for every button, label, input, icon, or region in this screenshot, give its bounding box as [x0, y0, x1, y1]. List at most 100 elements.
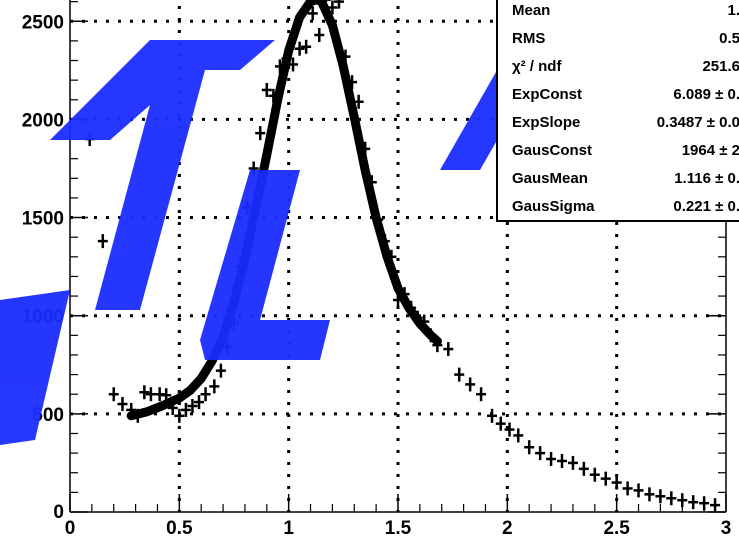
- data-point: [432, 338, 443, 353]
- stat-value: 0.221 ± 0.: [673, 198, 739, 215]
- data-point: [333, 0, 344, 9]
- data-point: [557, 453, 567, 468]
- stat-row: Mean 1.: [498, 0, 739, 26]
- stat-row: GausMean 1.116 ± 0.: [498, 166, 739, 194]
- stat-value: 251.6: [702, 58, 739, 75]
- data-point: [167, 400, 178, 415]
- data-point: [84, 132, 95, 147]
- data-point: [353, 94, 364, 109]
- data-point: [677, 493, 688, 508]
- stat-row: ExpSlope 0.3487 ± 0.0: [498, 110, 739, 138]
- data-point: [274, 59, 285, 74]
- data-point: [255, 126, 266, 141]
- stat-value: 1.: [727, 2, 739, 19]
- x-tick-label: 0: [65, 518, 76, 538]
- data-point: [465, 377, 476, 392]
- data-point: [373, 212, 384, 227]
- x-tick-label: 0.5: [166, 518, 193, 538]
- data-point: [644, 487, 655, 502]
- data-point: [117, 397, 128, 412]
- data-point: [699, 496, 710, 511]
- stat-name: GausMean: [512, 170, 588, 187]
- data-point: [393, 293, 403, 307]
- stat-name: GausConst: [512, 142, 593, 159]
- data-point: [600, 471, 611, 486]
- data-point: [535, 446, 546, 461]
- y-tick-label: 2000: [22, 110, 64, 131]
- x-tick-label: 2: [502, 518, 513, 538]
- data-point: [320, 0, 331, 7]
- stat-row: GausSigma 0.221 ± 0.: [498, 194, 739, 220]
- data-point: [180, 402, 191, 417]
- data-point: [476, 387, 487, 402]
- data-point: [139, 385, 150, 400]
- data-point: [161, 388, 172, 403]
- data-point: [710, 498, 721, 513]
- data-point: [589, 467, 600, 482]
- data-point: [97, 234, 108, 249]
- data-point: [314, 28, 325, 42]
- data-point: [399, 287, 410, 302]
- data-point: [132, 408, 143, 423]
- data-point: [688, 495, 699, 510]
- data-point: [194, 395, 205, 410]
- data-point: [360, 141, 371, 156]
- data-point: [578, 461, 589, 476]
- data-point: [215, 363, 226, 378]
- data-point: [145, 387, 156, 402]
- data-point: [126, 402, 137, 417]
- stat-row: χ² / ndf 251.6: [498, 54, 739, 82]
- stats-box: Mean 1. RMS 0.5 χ² / ndf 251.6 ExpConst 6.089 ±…: [496, 0, 739, 222]
- y-tick-label: 1500: [22, 209, 64, 230]
- data-point: [504, 422, 515, 437]
- data-point: [187, 399, 198, 413]
- data-point: [546, 452, 557, 466]
- data-point: [513, 428, 524, 443]
- data-point: [655, 489, 666, 504]
- data-point: [524, 440, 535, 455]
- stat-value: 0.5: [719, 30, 739, 47]
- data-point: [611, 475, 622, 490]
- stat-name: RMS: [512, 30, 546, 47]
- data-point: [174, 408, 185, 423]
- data-point: [406, 300, 417, 315]
- stat-row: ExpConst 6.089 ± 0.: [498, 82, 739, 110]
- data-point: [209, 379, 220, 394]
- data-point: [567, 455, 578, 470]
- data-point: [340, 49, 351, 64]
- stat-name: χ² / ndf: [512, 58, 562, 75]
- stat-name: GausSigma: [512, 198, 595, 215]
- data-point: [425, 328, 436, 343]
- data-point: [327, 0, 338, 15]
- data-point: [347, 75, 358, 90]
- data-point: [666, 491, 677, 506]
- fit-curve: [126, 0, 442, 421]
- data-point: [108, 387, 119, 402]
- stat-row: RMS 0.5: [498, 26, 739, 54]
- data-point: [495, 416, 506, 431]
- data-point: [281, 51, 292, 66]
- data-point: [248, 161, 259, 176]
- data-point: [412, 310, 423, 325]
- data-point: [443, 342, 454, 357]
- x-tick-label: 2.5: [603, 518, 630, 538]
- y-tick-label: 1000: [22, 307, 64, 328]
- x-tick-label: 1: [283, 518, 294, 538]
- stat-name: ExpSlope: [512, 114, 581, 131]
- data-point: [622, 481, 633, 496]
- data-point: [419, 314, 430, 329]
- data-point: [294, 41, 305, 56]
- stat-row: GausConst 1964 ± 2: [498, 138, 739, 166]
- x-tick-label: 1.5: [385, 518, 412, 538]
- stat-name: Mean: [512, 2, 551, 19]
- data-point: [386, 249, 397, 264]
- data-point: [633, 483, 644, 498]
- stat-value: 1964 ± 2: [681, 142, 739, 159]
- data-point: [307, 6, 318, 21]
- stat-value: 1.116 ± 0.: [674, 170, 739, 187]
- data-point: [200, 387, 211, 402]
- data-point: [454, 367, 465, 382]
- y-tick-label: 0: [53, 502, 64, 523]
- stat-value: 0.3487 ± 0.0: [656, 114, 739, 131]
